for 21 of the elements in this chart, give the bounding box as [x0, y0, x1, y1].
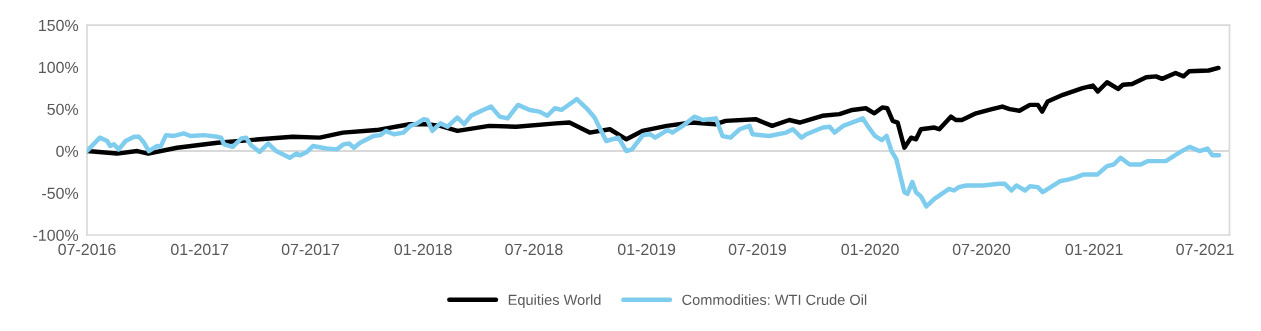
y-tick-label: 100%: [39, 61, 79, 74]
line-series: [87, 96, 1222, 209]
x-tick-label: 07-2021: [1176, 243, 1234, 256]
line-series: [87, 65, 1221, 156]
x-tick-label: 07-2020: [952, 243, 1011, 256]
x-tick-label: 01-2021: [1065, 243, 1123, 256]
x-tick-label: 07-2018: [505, 243, 563, 256]
y-tick-label: -100%: [33, 229, 79, 241]
x-tick-label: 07-2017: [281, 243, 339, 256]
legend-label: Equities World: [508, 294, 601, 308]
x-tick-label: 01-2019: [617, 243, 676, 256]
x-tick-label: 01-2020: [841, 243, 899, 256]
y-tick-label: 150%: [39, 19, 79, 32]
y-tick-label: 50%: [47, 103, 79, 116]
y-tick-label: 0%: [56, 145, 79, 158]
x-tick-label: 07-2016: [58, 243, 116, 256]
legend-label: Commodities: WTI Crude Oil: [682, 294, 867, 306]
y-tick-label: -50%: [42, 187, 79, 199]
x-tick-label: 01-2018: [394, 243, 452, 256]
x-tick-label: 07-2019: [728, 243, 786, 256]
x-tick-label: 01-2017: [170, 243, 229, 256]
